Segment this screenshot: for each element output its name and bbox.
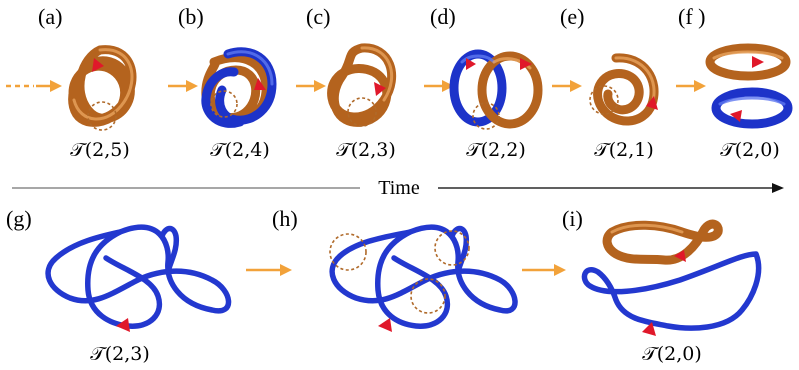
knot-label-e: 𝒯(2,1) [594, 139, 654, 161]
panel-label-b: (b) [178, 4, 204, 29]
knot-label-c: 𝒯(2,3) [336, 139, 396, 161]
knot-image-i [581, 219, 762, 336]
panel-label-e: (e) [560, 4, 584, 29]
knot-image-b [201, 47, 277, 128]
time-axis [12, 183, 784, 193]
panel-label-f: (f ) [678, 4, 705, 29]
knot-image-f [705, 43, 793, 129]
knot-image-a [68, 45, 137, 131]
panel-label-c: (c) [306, 4, 330, 29]
knot-image-h [329, 224, 518, 332]
panel-label-a: (a) [38, 4, 62, 29]
knot-label-i: 𝒯(2,0) [642, 343, 702, 365]
knot-image-e [589, 53, 659, 126]
knot-label-b: 𝒯(2,4) [210, 139, 270, 161]
panel-label-d: (d) [430, 4, 456, 29]
knot-label-d: 𝒯(2,2) [466, 139, 526, 161]
knot-image-c [327, 43, 397, 127]
panel-label-i: (i) [562, 206, 583, 231]
time-label: Time [378, 177, 420, 199]
panel-label-h: (h) [272, 206, 298, 231]
knot-image-d [449, 49, 543, 130]
panel-label-g: (g) [6, 206, 32, 231]
knot-label-a: 𝒯(2,5) [70, 139, 130, 161]
knot-label-f: 𝒯(2,0) [720, 139, 780, 161]
knot-label-g: 𝒯(2,3) [90, 343, 150, 365]
knot-image-g [45, 224, 232, 332]
